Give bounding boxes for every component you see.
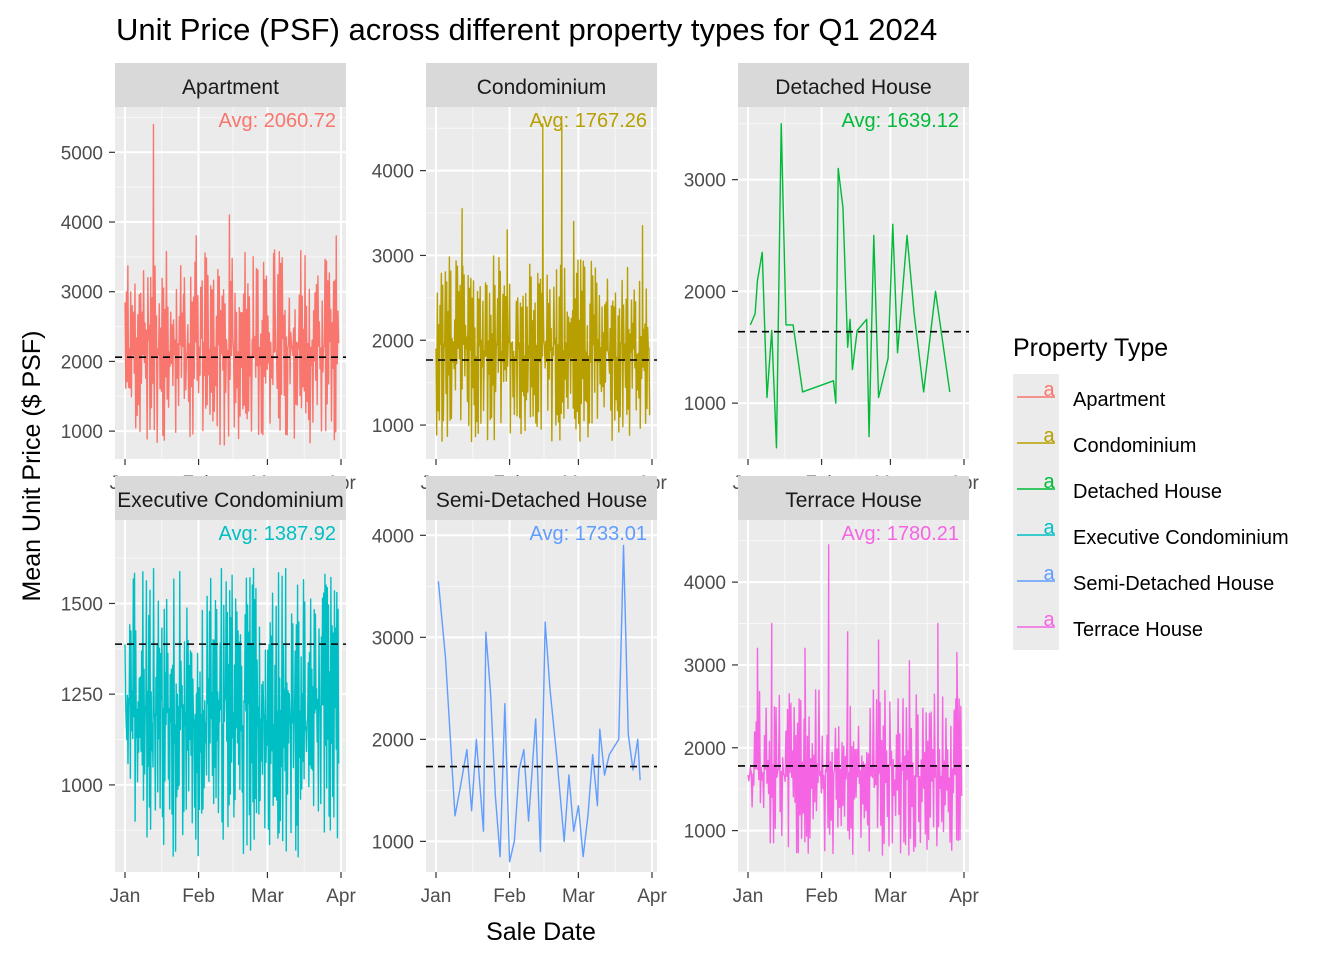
series-line: [124, 567, 340, 858]
series-line: [124, 123, 340, 446]
average-label: Avg: 1733.01: [529, 523, 647, 545]
x-tick-label: Jan: [421, 886, 452, 907]
average-label: Avg: 1639.12: [841, 110, 959, 132]
facet-strip-label: Apartment: [182, 76, 279, 99]
x-tick-label: Feb: [493, 886, 526, 907]
average-label: Avg: 1780.21: [841, 523, 959, 545]
x-tick-label: Apr: [949, 886, 979, 907]
facet-condominium: Condominium1000200030004000JanFebMarAprA…: [372, 63, 667, 494]
y-tick-label: 1250: [61, 685, 103, 706]
legend-key-glyph: a: [1043, 609, 1055, 631]
y-tick-label: 5000: [61, 143, 103, 164]
y-tick-label: 3000: [684, 171, 726, 192]
series-line: [749, 123, 951, 449]
panel-background: [738, 107, 969, 459]
legend-label: Detached House: [1073, 481, 1222, 503]
x-axis-title: Sale Date: [486, 918, 596, 946]
y-tick-label: 2000: [684, 739, 726, 760]
average-label: Avg: 1767.26: [529, 110, 647, 132]
x-tick-label: Jan: [110, 886, 141, 907]
y-tick-label: 4000: [372, 162, 414, 183]
x-tick-label: Feb: [182, 886, 215, 907]
facet-terrace-house: Terrace House 1000 2000 3000 4000 Jan Feb Mar Ap…: [684, 476, 979, 907]
y-tick-label: 3000: [61, 283, 103, 304]
y-tick-label: 1000: [684, 394, 726, 415]
legend-label: Apartment: [1073, 389, 1166, 411]
facet-detached-house: Detached House100020003000JanFebMarAprAv…: [684, 63, 979, 494]
legend-entry: a Semi-Detached House: [1017, 563, 1274, 595]
average-label: Avg: 2060.72: [218, 110, 336, 132]
legend-entry: a Detached House: [1017, 471, 1222, 503]
y-tick-label: 1000: [372, 416, 414, 437]
legend-label: Executive Condominium: [1073, 527, 1289, 549]
x-tick-label: Mar: [562, 886, 595, 907]
y-tick-label: 2000: [372, 730, 414, 751]
facet-strip-label: Condominium: [477, 76, 607, 99]
average-label: Avg: 1387.92: [218, 523, 336, 545]
series-line: [435, 123, 651, 443]
y-tick-label: 1000: [61, 422, 103, 443]
facet-semi-detached-house: Semi-Detached House 1000 2000 3000 4000 Jan Fe…: [372, 476, 667, 907]
y-tick-label: 3000: [372, 628, 414, 649]
series-line: [747, 544, 963, 856]
y-tick-label: 1500: [61, 594, 103, 615]
y-axis-title: Mean Unit Price ($ PSF): [18, 331, 46, 602]
legend-entry: a Apartment: [1017, 379, 1166, 411]
facet-strip-label: Terrace House: [785, 489, 922, 512]
legend-entry: a Condominium: [1017, 425, 1196, 457]
legend-key-glyph: a: [1043, 517, 1055, 539]
x-tick-label: Mar: [251, 886, 284, 907]
x-tick-label: Feb: [805, 886, 838, 907]
facet-apartment: Apartment10002000300040005000JanFebMarAp…: [61, 63, 356, 494]
series-line: [437, 544, 641, 863]
facet-strip: [738, 63, 969, 107]
facet-strip: [738, 476, 969, 520]
y-tick-label: 2000: [372, 331, 414, 352]
legend-key-background: [1013, 374, 1059, 650]
y-tick-label: 1000: [372, 832, 414, 853]
chart-title: Unit Price (PSF) across different proper…: [116, 12, 937, 47]
facet-executive-condominium: Executive Condominium 1000 1250 1500 Jan Feb M…: [61, 476, 356, 907]
y-tick-label: 1000: [684, 822, 726, 843]
legend-entry: a Terrace House: [1017, 609, 1203, 641]
facet-panels: Apartment 1000 2000 3000 4000 5000 Jan Feb Mar Ap…: [61, 63, 979, 907]
legend-key-glyph: a: [1043, 563, 1055, 585]
facet-strip: [426, 63, 657, 107]
x-tick-label: Jan: [733, 886, 764, 907]
y-tick-label: 2000: [61, 352, 103, 373]
legend-key-glyph: a: [1043, 425, 1055, 447]
legend-key-glyph: a: [1043, 379, 1055, 401]
facet-strip: [426, 476, 657, 520]
y-tick-label: 3000: [684, 656, 726, 677]
y-tick-label: 4000: [61, 213, 103, 234]
y-tick-label: 3000: [372, 246, 414, 267]
legend-label: Condominium: [1073, 435, 1196, 457]
facet-strip-label: Detached House: [775, 76, 931, 99]
legend-entries: a Apartment a Condominium a Detached House a Ex…: [1017, 379, 1289, 641]
legend-title: Property Type: [1013, 334, 1168, 362]
x-tick-label: Apr: [326, 886, 356, 907]
y-tick-label: 4000: [684, 573, 726, 594]
facet-strip: [115, 476, 346, 520]
legend-key-glyph: a: [1043, 471, 1055, 493]
legend-entry: a Executive Condominium: [1017, 517, 1289, 549]
x-tick-label: Mar: [874, 886, 907, 907]
y-tick-label: 2000: [684, 282, 726, 303]
y-tick-label: 4000: [372, 526, 414, 547]
legend: Property Type a Apartment a Condominium a Det…: [1013, 334, 1289, 650]
x-tick-label: Apr: [637, 886, 667, 907]
legend-label: Semi-Detached House: [1073, 573, 1274, 595]
legend-label: Terrace House: [1073, 619, 1203, 641]
facet-strip-label: Semi-Detached House: [436, 489, 647, 512]
y-tick-label: 1000: [61, 776, 103, 797]
facet-strip: [115, 63, 346, 107]
facet-strip-label: Executive Condominium: [117, 489, 343, 512]
